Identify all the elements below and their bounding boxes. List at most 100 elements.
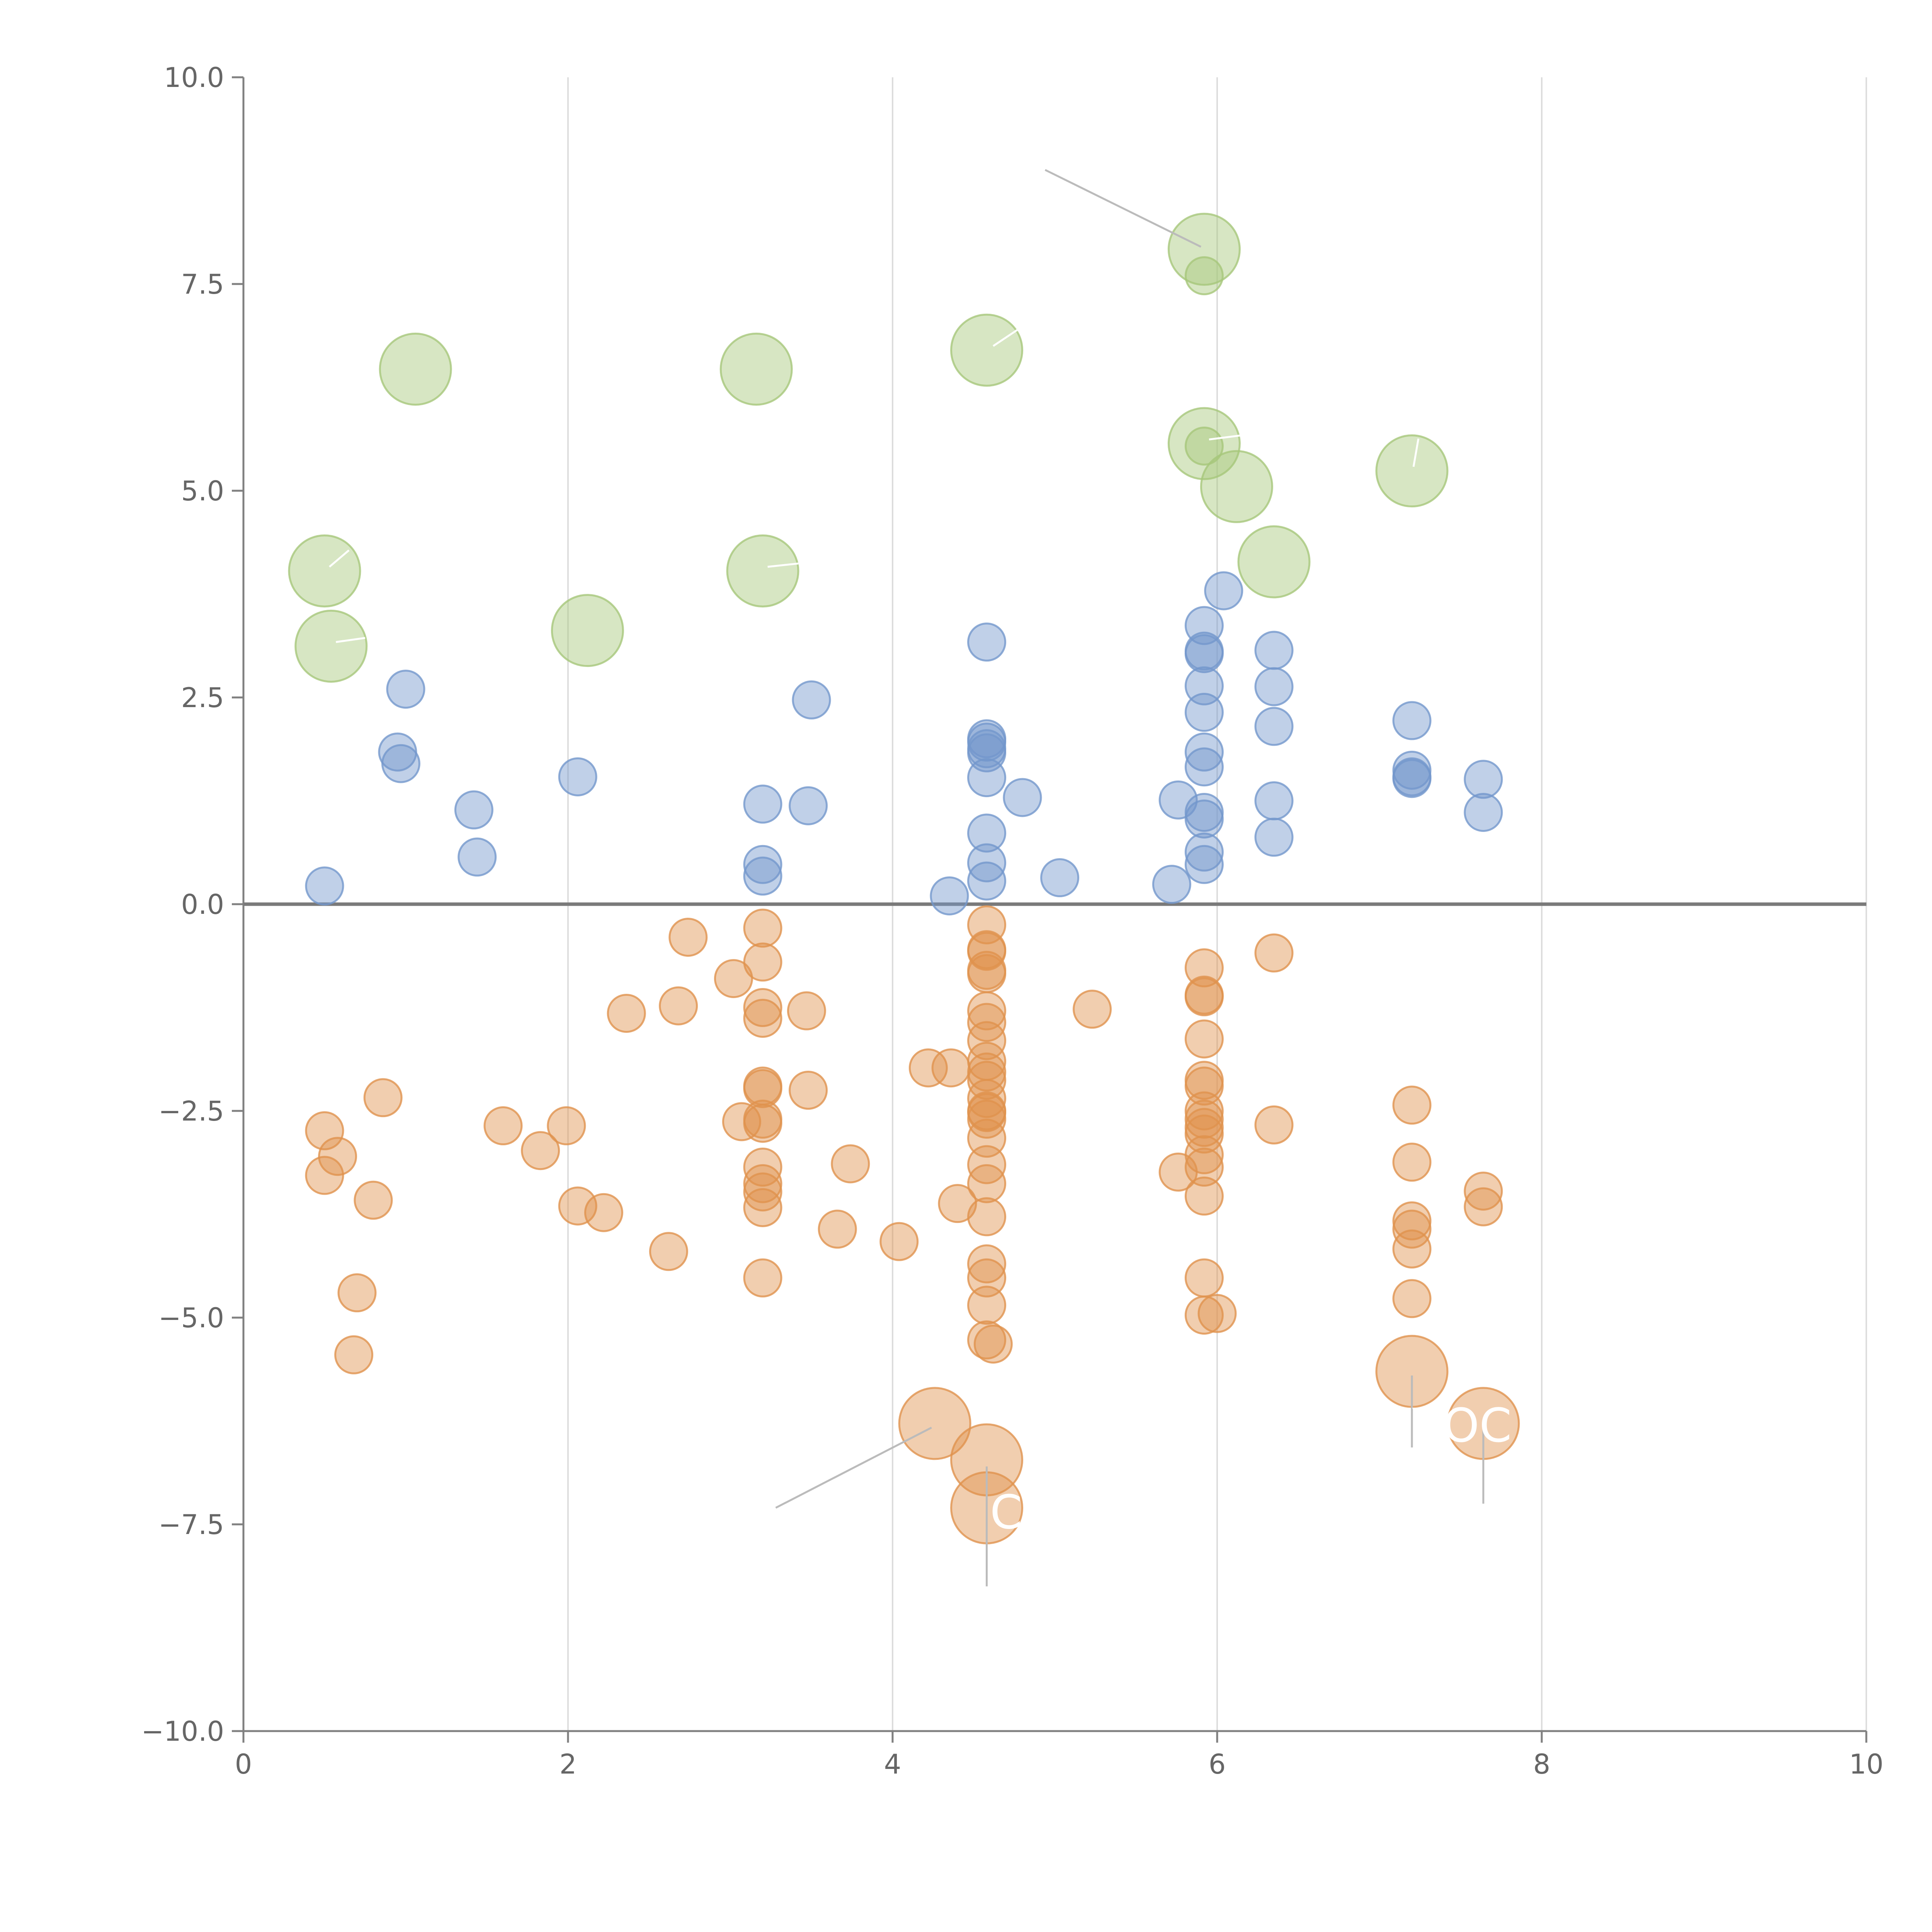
point-green-large-6 [950, 313, 1024, 387]
point-blue-small-29 [1184, 666, 1224, 706]
point-orange-small-30 [743, 1258, 782, 1298]
point-orange-small-90 [1464, 1187, 1503, 1226]
point-orange-small-58 [967, 1244, 1007, 1284]
annotation-leader-1 [775, 1427, 932, 1509]
x-tick-label-2: 4 [884, 1748, 901, 1780]
point-orange-small-54 [967, 1119, 1007, 1158]
x-tick-label-1: 2 [560, 1748, 577, 1780]
y-tick-label-5: −2.5 [158, 1095, 224, 1127]
point-blue-small-30 [1184, 693, 1224, 732]
point-orange-small-71 [1184, 1091, 1224, 1131]
point-orange-small-13 [649, 1232, 688, 1271]
point-blue-small-8 [743, 845, 782, 884]
point-orange-small-37 [931, 1048, 971, 1088]
point-green-large-4 [719, 332, 793, 406]
point-orange-small-81 [1254, 933, 1294, 973]
point-blue-small-38 [1254, 631, 1294, 670]
point-orange-small-5 [337, 1273, 377, 1313]
point-blue-small-39 [1254, 667, 1294, 706]
y-tick-label-3: 2.5 [181, 682, 224, 714]
point-orange-small-3 [363, 1078, 403, 1117]
annotation-leader-5 [328, 549, 350, 568]
point-blue-small-21 [967, 861, 1007, 901]
point-blue-small-7 [743, 784, 782, 824]
point-orange-small-6 [334, 1335, 374, 1374]
x-tick-label-4: 8 [1533, 1748, 1551, 1780]
point-orange-small-16 [714, 959, 753, 998]
point-orange-small-11 [584, 1193, 623, 1232]
x-tick-label-5: 10 [1849, 1748, 1883, 1780]
y-axis-ticks: 10.0 7.5 5.0 2.5 0.0 −2.5 −5.0 −7.5 −10.0 [141, 62, 243, 1747]
point-orange-small-84 [1392, 1143, 1432, 1182]
annotations: C VOC [328, 169, 1512, 1587]
point-blue-small-37 [1204, 571, 1243, 611]
point-orange-small-1 [318, 1137, 357, 1176]
point-blue-small-24 [1152, 865, 1191, 904]
point-green-large-10 [1237, 525, 1311, 599]
annotation-label-12: VOC [1412, 1399, 1512, 1453]
point-orange-small-4 [354, 1180, 393, 1220]
point-blue-small-11 [789, 786, 828, 825]
point-blue-small-36 [1184, 845, 1224, 884]
point-blue-small-40 [1254, 707, 1294, 746]
point-blue-small-18 [967, 758, 1007, 798]
point-orange-small-88 [1392, 1279, 1432, 1318]
point-orange-small-61 [967, 1320, 1007, 1360]
point-orange-small-36 [908, 1048, 948, 1088]
annotation-label-11: C [990, 1486, 1022, 1540]
point-orange-small-25 [743, 1104, 782, 1143]
y-tick-label-1: 7.5 [181, 269, 224, 300]
point-orange-small-72 [1184, 1099, 1224, 1139]
point-orange-small-87 [1392, 1229, 1432, 1269]
point-orange-small-27 [743, 1164, 782, 1203]
point-blue-small-0 [305, 866, 344, 906]
point-orange-small-21 [743, 998, 782, 1038]
point-green-large-0 [288, 534, 361, 608]
point-orange-small-85 [1392, 1201, 1432, 1241]
annotation-leader-0 [1044, 169, 1202, 248]
point-orange-small-38 [938, 1184, 977, 1223]
point-green-small-1 [1184, 426, 1224, 466]
point-blue-small-42 [1254, 818, 1294, 857]
annotation-leader-10 [1412, 438, 1420, 467]
point-orange-small-15 [668, 918, 708, 957]
point-orange-small-19 [743, 942, 782, 982]
point-green-small-0 [1184, 256, 1224, 296]
point-blue-small-35 [1184, 832, 1224, 872]
point-orange-small-63 [1073, 990, 1112, 1029]
point-orange-small-78 [1184, 1258, 1224, 1298]
point-blue-small-46 [1392, 759, 1432, 798]
point-orange-small-46 [967, 1021, 1007, 1060]
point-orange-small-86 [1392, 1209, 1432, 1249]
point-green-large-9 [1200, 450, 1273, 523]
point-orange-small-89 [1464, 1172, 1503, 1211]
point-blue-small-47 [1464, 760, 1503, 799]
point-orange-small-2 [305, 1156, 344, 1195]
point-orange-small-9 [547, 1106, 586, 1146]
point-blue-small-48 [1464, 793, 1503, 832]
point-orange-small-79 [1184, 1296, 1224, 1335]
point-blue-small-19 [967, 813, 1007, 853]
point-orange-small-74 [1184, 1114, 1224, 1154]
point-blue-small-6 [558, 757, 597, 796]
point-orange-small-68 [1184, 1019, 1224, 1059]
point-blue-small-41 [1254, 781, 1294, 820]
x-tick-label-3: 6 [1209, 1748, 1226, 1780]
annotation-leader-8 [993, 328, 1020, 347]
point-orange-small-83 [1392, 1085, 1432, 1125]
point-orange-large-0 [898, 1387, 971, 1460]
y-tick-label-6: −5.0 [158, 1302, 224, 1334]
point-blue-small-3 [381, 744, 420, 783]
point-orange-small-44 [967, 991, 1007, 1031]
point-orange-small-67 [1184, 977, 1224, 1017]
point-orange-small-75 [1184, 1135, 1224, 1174]
axes [242, 77, 1866, 1732]
point-orange-small-56 [967, 1164, 1007, 1203]
point-orange-small-59 [967, 1258, 1007, 1298]
point-orange-small-0 [305, 1111, 344, 1150]
point-orange-small-62 [973, 1324, 1013, 1364]
y-tick-label-2: 5.0 [181, 475, 224, 507]
point-green-large-11 [1375, 434, 1449, 508]
point-orange-small-12 [607, 993, 646, 1033]
